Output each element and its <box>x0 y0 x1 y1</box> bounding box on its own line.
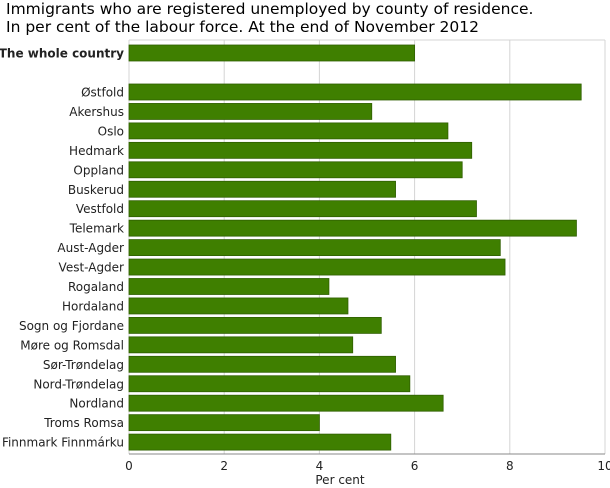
category-label-13: Sogn og Fjordane <box>19 319 124 333</box>
x-tick-label-2: 4 <box>316 459 324 473</box>
category-label-5: Oppland <box>73 163 124 177</box>
category-label-14: Møre og Romsdal <box>20 338 124 352</box>
x-axis-ticks: 0 2 4 6 8 10 <box>125 459 610 473</box>
bar-19 <box>128 433 392 451</box>
x-tick-label-0: 0 <box>125 459 133 473</box>
category-label-4: Hedmark <box>69 144 124 158</box>
bar-17 <box>128 394 444 412</box>
category-label-2: Akershus <box>69 105 124 119</box>
chart-title-line-1: Immigrants who are registered unemployed… <box>6 0 534 18</box>
category-label-7: Vestfold <box>76 202 124 216</box>
bar-11 <box>128 278 330 295</box>
bar-6 <box>128 180 396 198</box>
bar-9 <box>128 239 501 257</box>
category-label-6: Buskerud <box>68 183 124 197</box>
category-label-16: Nord-Trøndelag <box>33 377 124 391</box>
bar-16 <box>128 375 411 393</box>
category-label-18: Troms Romsa <box>43 416 124 430</box>
category-label-19: Finnmark Finnmárku <box>2 436 124 450</box>
bar-2 <box>128 103 373 120</box>
category-label-8: Telemark <box>69 222 124 236</box>
category-label-15: Sør-Trøndelag <box>43 358 124 372</box>
bar-12 <box>128 297 349 315</box>
bar-13 <box>128 316 382 334</box>
bar-7 <box>128 200 477 218</box>
bar-5 <box>128 161 463 179</box>
category-label-9: Aust-Agder <box>57 241 124 255</box>
bar-3 <box>128 122 449 140</box>
bar-8 <box>128 219 577 237</box>
bars <box>128 44 582 451</box>
x-tick-label-3: 6 <box>411 459 419 473</box>
category-label-3: Oslo <box>98 124 124 138</box>
bar-14 <box>128 336 354 354</box>
category-label-11: Rogaland <box>68 280 124 294</box>
category-label-17: Nordland <box>69 397 124 411</box>
bar-4 <box>128 141 473 159</box>
category-label-10: Vest-Agder <box>59 261 125 275</box>
x-axis-label: Per cent <box>315 473 365 487</box>
bar-15 <box>128 355 396 373</box>
category-label-12: Hordaland <box>62 299 124 313</box>
category-labels: The whole country Østfold Akershus Oslo Hedm… <box>0 47 124 450</box>
category-label-0: The whole country <box>0 47 124 61</box>
bar-0 <box>128 44 416 62</box>
x-tick-label-4: 8 <box>506 459 514 473</box>
chart-title-line-2: In per cent of the labour force. At the … <box>6 18 479 36</box>
bar-18 <box>128 414 320 432</box>
chart-title: Immigrants who are registered unemployed… <box>6 0 606 36</box>
category-label-1: Østfold <box>81 86 124 100</box>
x-tick-label-1: 2 <box>220 459 228 473</box>
x-tick-label-5: 10 <box>597 459 610 473</box>
bar-10 <box>128 258 506 276</box>
bar-1 <box>128 83 582 101</box>
